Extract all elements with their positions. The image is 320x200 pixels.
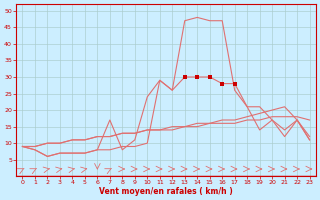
X-axis label: Vent moyen/en rafales ( km/h ): Vent moyen/en rafales ( km/h ) (99, 187, 233, 196)
